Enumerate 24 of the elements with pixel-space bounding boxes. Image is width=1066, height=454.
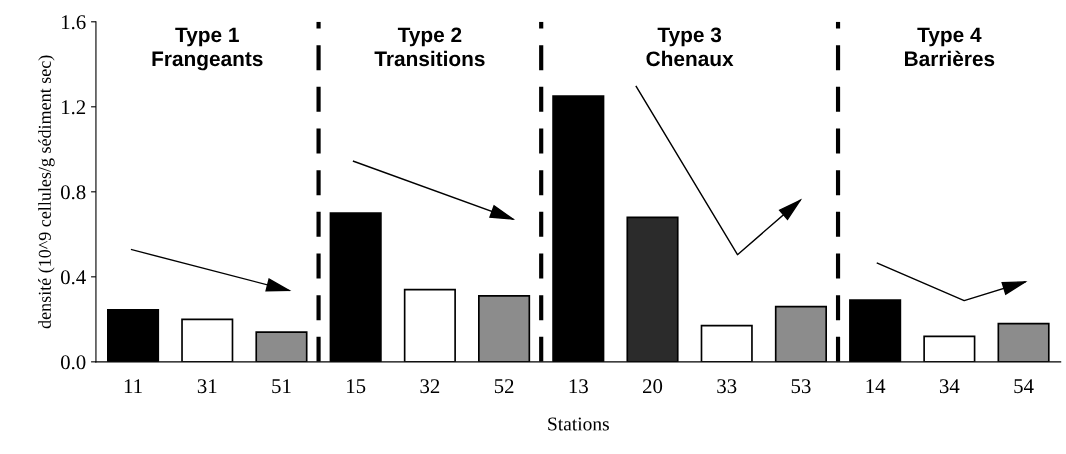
- x-tick-label: 34: [939, 379, 960, 394]
- y-axis-title: densité (10^9 cellules/g sédiment sec): [38, 55, 55, 329]
- x-tick-label: 11: [124, 379, 142, 393]
- x-tick-label: 15: [347, 379, 366, 394]
- annotation: Type 4 Barrières: [905, 27, 995, 67]
- annotation: Type 3 Chenaux: [646, 27, 734, 67]
- x-tick-label: 14: [866, 379, 886, 393]
- x-tick-label: 32: [420, 379, 440, 394]
- x-tick-label: 54: [1014, 379, 1034, 394]
- y-tick-label: 0.0: [60, 355, 86, 370]
- y-tick-label: 1.2: [62, 100, 86, 115]
- x-axis-title: Stations: [548, 417, 609, 431]
- annotation: Type 2 Transitions: [374, 27, 485, 67]
- x-tick-label: 20: [643, 379, 663, 394]
- annotation: Type 1 Frangeants: [152, 27, 263, 71]
- x-tick-label: 13: [569, 379, 588, 394]
- x-tick-label: 52: [494, 379, 514, 394]
- y-tick-label: 1.6: [62, 15, 86, 30]
- x-tick-label: 31: [197, 379, 217, 394]
- x-tick-label: 53: [791, 379, 811, 394]
- x-tick-label: 33: [717, 379, 737, 394]
- x-tick-label: 51: [272, 379, 291, 394]
- y-tick-label: 0.4: [60, 270, 86, 285]
- y-tick-label: 0.8: [60, 185, 86, 200]
